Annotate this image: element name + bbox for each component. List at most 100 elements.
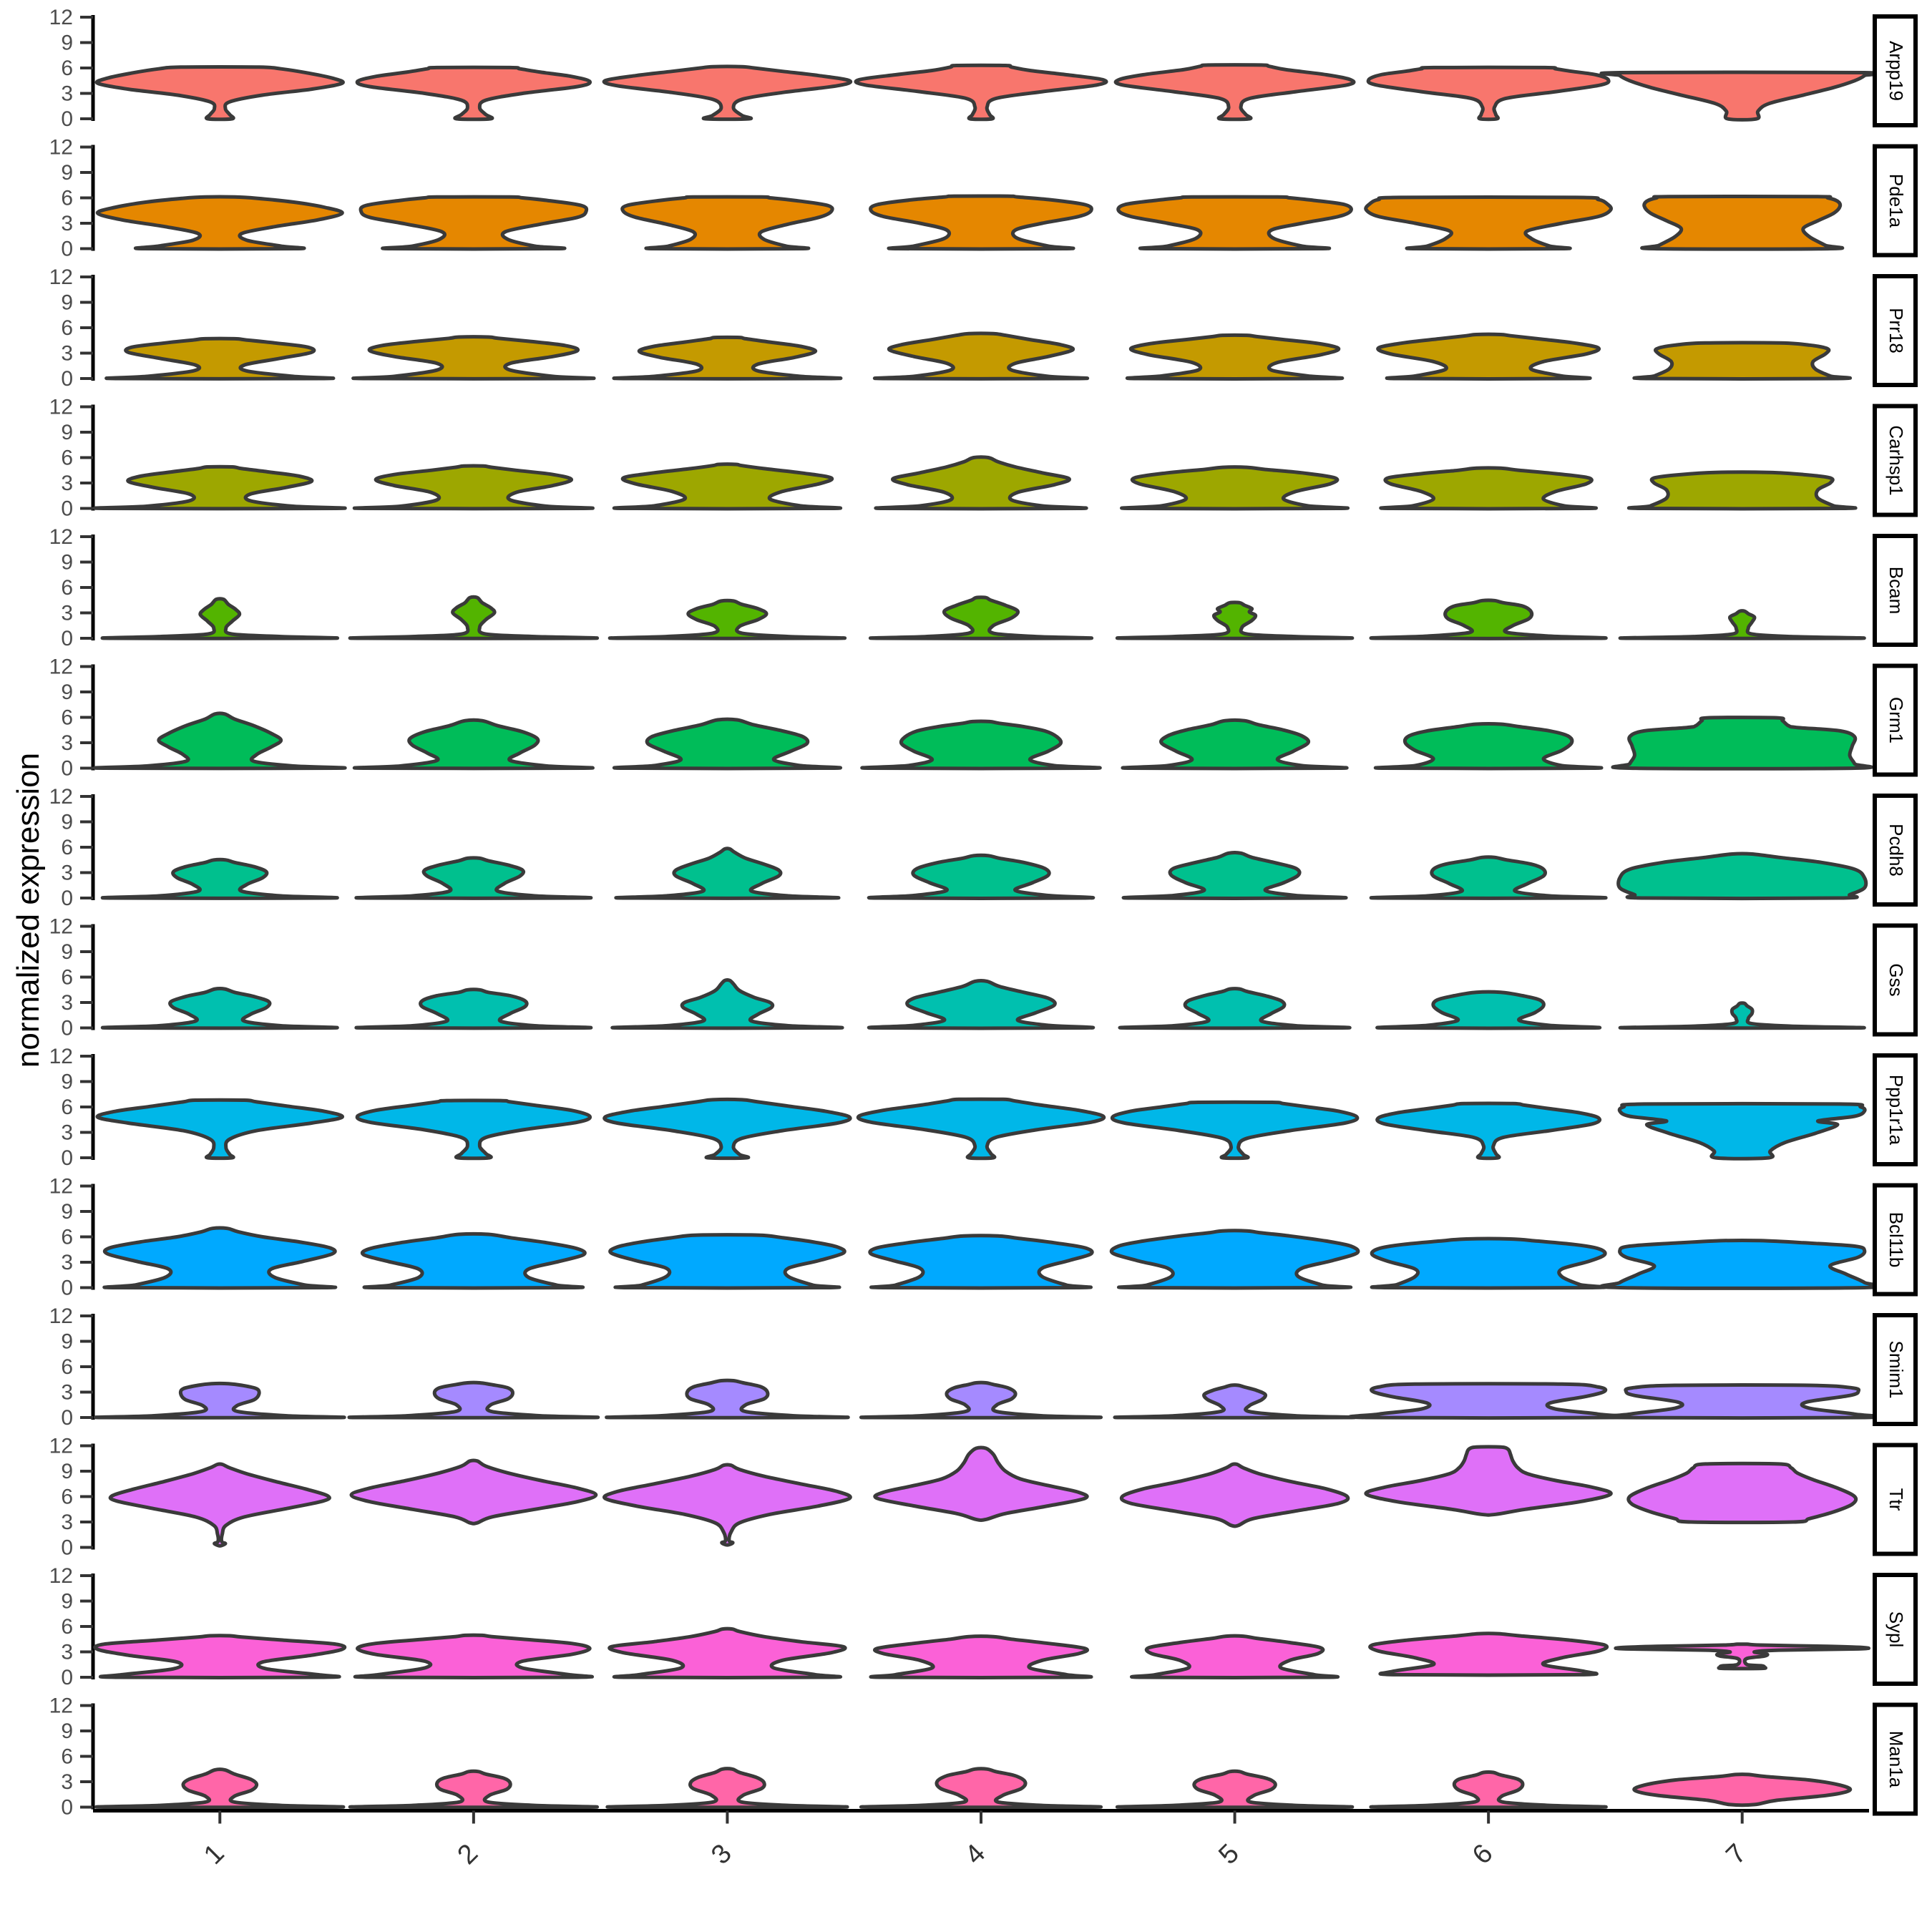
violin-Smim1-cluster-5 bbox=[1113, 1383, 1357, 1420]
y-tick-label: 9 bbox=[61, 1330, 73, 1354]
y-tick-label: 3 bbox=[61, 1511, 73, 1534]
violin-Carhsp1-cluster-7 bbox=[1627, 470, 1858, 511]
violin-Carhsp1-cluster-6 bbox=[1379, 466, 1598, 511]
facet-strip-label: Carhsp1 bbox=[1885, 425, 1907, 495]
violin-Bcl11b-cluster-2 bbox=[360, 1231, 587, 1290]
violin-Arpp19-cluster-3 bbox=[602, 64, 853, 122]
violin-Sypl-cluster-1 bbox=[93, 1634, 347, 1679]
violin-Grm1-cluster-7 bbox=[1611, 716, 1873, 771]
violin-Smim1-cluster-3 bbox=[605, 1378, 850, 1420]
violin-Man1a-cluster-1 bbox=[94, 1767, 346, 1810]
x-tick-label-cluster-1: 1 bbox=[198, 1838, 230, 1870]
y-tick-label: 12 bbox=[49, 6, 73, 29]
y-tick-label: 6 bbox=[61, 706, 73, 730]
facet-strip-Smim1 bbox=[1873, 1313, 1918, 1426]
violin-Pde1a-cluster-7 bbox=[1640, 194, 1845, 251]
violin-Grm1-cluster-4 bbox=[860, 719, 1102, 771]
x-tick-label-cluster-5: 5 bbox=[1213, 1838, 1245, 1870]
y-axis-title: normalized expression bbox=[11, 752, 46, 1068]
violin-Carhsp1-cluster-4 bbox=[874, 455, 1088, 511]
y-tick-label: 3 bbox=[61, 342, 73, 366]
y-tick-label: 3 bbox=[61, 731, 73, 755]
violin-Sypl-cluster-5 bbox=[1129, 1634, 1340, 1679]
facet-strip-Man1a bbox=[1873, 1702, 1918, 1816]
y-tick-label: 12 bbox=[49, 265, 73, 289]
y-tick-label: 12 bbox=[49, 1175, 73, 1199]
violin-Arpp19-cluster-2 bbox=[355, 65, 592, 122]
violin-Gss-cluster-5 bbox=[1118, 987, 1352, 1030]
violin-Bcl11b-cluster-6 bbox=[1370, 1236, 1607, 1290]
x-tick-label-cluster-2: 2 bbox=[452, 1838, 484, 1870]
violin-Ttr-cluster-5 bbox=[1119, 1462, 1350, 1528]
violin-Gss-cluster-2 bbox=[354, 987, 593, 1030]
facet-strip-Ppp1r1a bbox=[1873, 1053, 1918, 1166]
violin-Bcl11b-cluster-7 bbox=[1599, 1238, 1885, 1290]
violin-Man1a-cluster-2 bbox=[348, 1769, 599, 1810]
y-tick-label: 3 bbox=[61, 1251, 73, 1274]
violin-Bcam-cluster-2 bbox=[348, 595, 599, 640]
y-tick-label: 9 bbox=[61, 161, 73, 185]
y-tick-label: 3 bbox=[61, 472, 73, 495]
violin-Pde1a-cluster-4 bbox=[869, 194, 1093, 251]
y-tick-label: 6 bbox=[61, 316, 73, 340]
facet-strip-label: Gss bbox=[1885, 963, 1907, 996]
y-tick-label: 0 bbox=[61, 627, 73, 650]
y-tick-label: 0 bbox=[61, 1146, 73, 1170]
violin-Pde1a-cluster-1 bbox=[95, 195, 344, 251]
violin-Gss-cluster-7 bbox=[1618, 1001, 1866, 1030]
y-tick-label: 0 bbox=[61, 1017, 73, 1040]
facet-strip-Bcam bbox=[1873, 534, 1918, 647]
y-tick-label: 6 bbox=[61, 1226, 73, 1249]
facet-strip-label: Ppp1r1a bbox=[1885, 1075, 1907, 1146]
violin-Prr18-cluster-4 bbox=[873, 331, 1089, 381]
y-tick-label: 3 bbox=[61, 991, 73, 1015]
violin-Ttr-cluster-1 bbox=[108, 1462, 331, 1548]
y-tick-label: 6 bbox=[61, 1096, 73, 1119]
violin-Prr18-cluster-6 bbox=[1376, 332, 1601, 381]
y-tick-label: 6 bbox=[61, 57, 73, 80]
violin-Bcl11b-cluster-5 bbox=[1109, 1229, 1360, 1290]
x-tick-label-cluster-4: 4 bbox=[960, 1838, 992, 1870]
y-tick-label: 6 bbox=[61, 1355, 73, 1379]
violin-Pcdh8-cluster-3 bbox=[614, 847, 841, 900]
y-tick-label: 0 bbox=[61, 107, 73, 131]
facet-strip-Prr18 bbox=[1873, 274, 1918, 387]
violin-Ppp1r1a-cluster-3 bbox=[602, 1098, 852, 1161]
facet-strip-label: Sypl bbox=[1885, 1611, 1907, 1648]
violin-Prr18-cluster-2 bbox=[351, 335, 596, 381]
violin-Grm1-cluster-2 bbox=[353, 718, 595, 771]
facet-strip-Grm1 bbox=[1873, 663, 1918, 777]
violin-Bcl11b-cluster-1 bbox=[102, 1226, 338, 1290]
y-tick-label: 12 bbox=[49, 915, 73, 939]
y-tick-label: 12 bbox=[49, 1435, 73, 1458]
violin-Bcam-cluster-3 bbox=[608, 598, 847, 640]
y-tick-label: 9 bbox=[61, 680, 73, 704]
violin-Ppp1r1a-cluster-6 bbox=[1375, 1101, 1602, 1161]
facet-strip-Gss bbox=[1873, 923, 1918, 1037]
y-tick-label: 0 bbox=[61, 1277, 73, 1300]
violin-Smim1-cluster-4 bbox=[859, 1380, 1103, 1420]
violin-Bcam-cluster-1 bbox=[100, 597, 339, 640]
y-tick-label: 9 bbox=[61, 1719, 73, 1743]
violin-Prr18-cluster-1 bbox=[104, 336, 336, 381]
violin-Arpp19-cluster-4 bbox=[854, 63, 1108, 122]
violin-Ppp1r1a-cluster-2 bbox=[355, 1098, 592, 1161]
y-tick-label: 12 bbox=[49, 655, 73, 679]
violin-Smim1-cluster-2 bbox=[347, 1380, 600, 1420]
facet-strip-label: Pcdh8 bbox=[1885, 824, 1907, 877]
y-tick-label: 9 bbox=[61, 421, 73, 444]
violin-Ppp1r1a-cluster-7 bbox=[1617, 1101, 1867, 1161]
y-tick-label: 0 bbox=[61, 367, 73, 391]
violin-Man1a-cluster-5 bbox=[1116, 1769, 1355, 1810]
facet-strip-Carhsp1 bbox=[1873, 404, 1918, 517]
violin-Prr18-cluster-3 bbox=[612, 335, 843, 381]
x-tick-label-cluster-6: 6 bbox=[1467, 1838, 1499, 1870]
violin-Gss-cluster-4 bbox=[867, 979, 1095, 1030]
y-tick-label: 0 bbox=[61, 1536, 73, 1560]
facet-strip-label: Man1a bbox=[1885, 1731, 1907, 1788]
violin-Ppp1r1a-cluster-5 bbox=[1110, 1100, 1360, 1161]
violin-Ppp1r1a-cluster-1 bbox=[95, 1098, 344, 1161]
y-tick-label: 3 bbox=[61, 862, 73, 885]
y-tick-label: 6 bbox=[61, 966, 73, 990]
facet-strip-Ttr bbox=[1873, 1443, 1918, 1556]
